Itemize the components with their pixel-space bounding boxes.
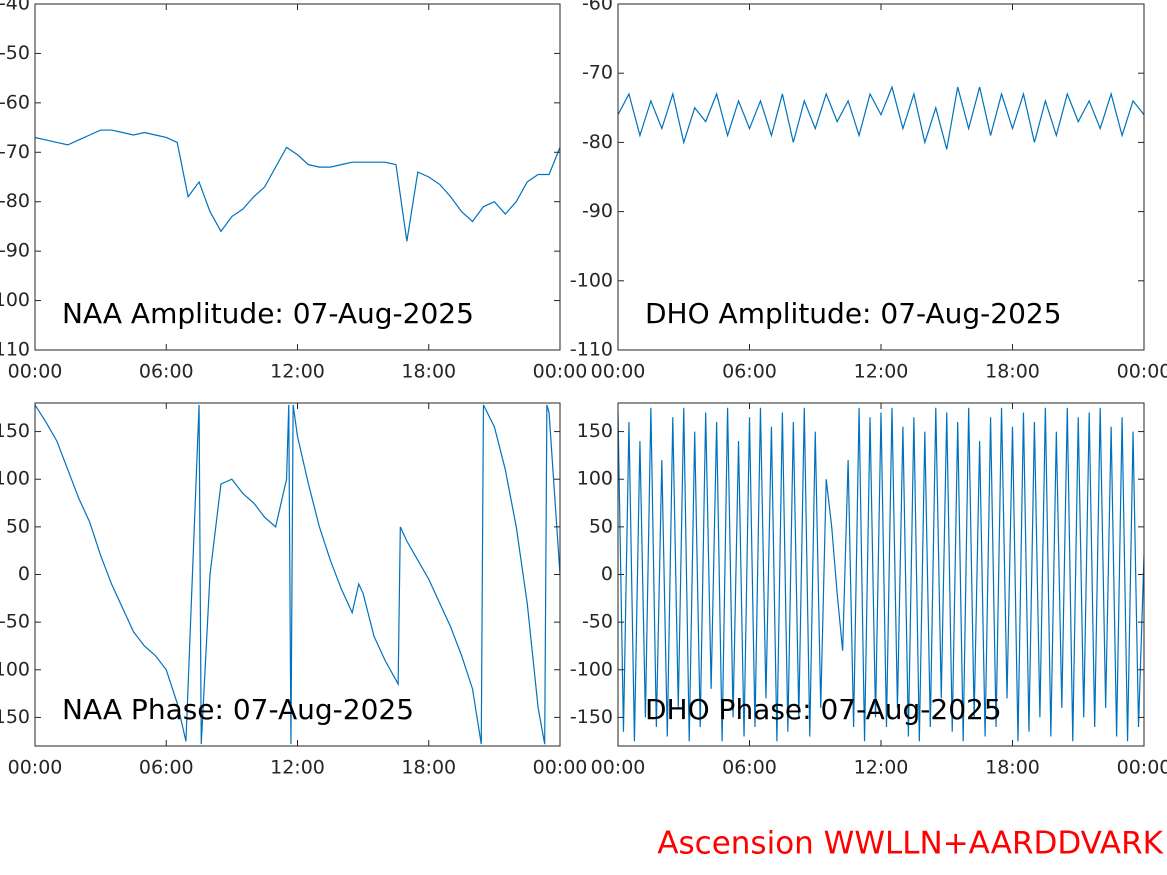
plot-area xyxy=(618,407,1144,742)
y-tick-label: -100 xyxy=(0,289,30,311)
x-tick-label: 06:00 xyxy=(139,757,194,779)
y-tick-label: -100 xyxy=(570,269,613,291)
y-tick-label: 150 xyxy=(0,420,30,442)
x-tick-label: 00:00 xyxy=(533,757,588,779)
y-tick-label: -150 xyxy=(570,706,613,728)
x-tick-label: 18:00 xyxy=(401,757,456,779)
x-tick-label: 00:00 xyxy=(1117,361,1167,383)
y-tick-label: 50 xyxy=(589,515,613,537)
y-tick-label: -90 xyxy=(0,240,30,262)
x-tick-label: 00:00 xyxy=(1117,757,1167,779)
x-tick-label: 00:00 xyxy=(8,361,63,383)
data-line xyxy=(35,129,560,242)
x-tick-label: 12:00 xyxy=(854,757,909,779)
y-tick-label: -80 xyxy=(582,131,613,153)
footer: Ascension WWLLN+AARDDVARK xyxy=(657,826,1163,862)
data-line xyxy=(618,85,1144,150)
x-tick-label: 06:00 xyxy=(722,361,777,383)
data-line xyxy=(35,404,560,745)
y-tick-label: -150 xyxy=(0,706,30,728)
x-tick-label: 12:00 xyxy=(270,361,325,383)
y-tick-label: -100 xyxy=(0,658,30,680)
chart-title: DHO Amplitude: 07-Aug-2025 xyxy=(645,297,1062,330)
y-tick-label: -70 xyxy=(582,62,613,84)
x-tick-label: 06:00 xyxy=(722,757,777,779)
y-tick-label: -110 xyxy=(0,339,30,361)
y-tick-label: 100 xyxy=(0,468,30,490)
y-tick-label: -60 xyxy=(0,91,30,113)
x-tick-label: 18:00 xyxy=(985,757,1040,779)
y-tick-label: -60 xyxy=(582,0,613,15)
y-tick-label: 0 xyxy=(18,563,30,585)
x-tick-label: 00:00 xyxy=(533,361,588,383)
y-tick-label: 100 xyxy=(577,468,613,490)
y-tick-label: -40 xyxy=(0,0,30,15)
y-tick-label: -50 xyxy=(582,611,613,633)
y-tick-label: -70 xyxy=(0,141,30,163)
plot-area xyxy=(618,85,1144,150)
x-tick-label: 00:00 xyxy=(591,361,646,383)
y-tick-label: -110 xyxy=(570,339,613,361)
chart-title: NAA Amplitude: 07-Aug-2025 xyxy=(62,297,474,330)
y-tick-label: 0 xyxy=(601,563,613,585)
y-tick-label: -90 xyxy=(582,200,613,222)
chart-title: NAA Phase: 07-Aug-2025 xyxy=(62,693,414,726)
plot-area xyxy=(35,404,560,745)
y-tick-label: -80 xyxy=(0,190,30,212)
y-tick-label: -50 xyxy=(0,611,30,633)
chart-title: DHO Phase: 07-Aug-2025 xyxy=(645,693,1002,726)
x-tick-label: 18:00 xyxy=(985,361,1040,383)
y-tick-label: -50 xyxy=(0,42,30,64)
x-tick-label: 12:00 xyxy=(854,361,909,383)
x-tick-label: 00:00 xyxy=(8,757,63,779)
y-tick-label: -100 xyxy=(570,658,613,680)
data-line xyxy=(618,407,1144,742)
y-tick-label: 50 xyxy=(6,515,30,537)
x-tick-label: 06:00 xyxy=(139,361,194,383)
x-tick-label: 18:00 xyxy=(401,361,456,383)
x-tick-label: 12:00 xyxy=(270,757,325,779)
x-tick-label: 00:00 xyxy=(591,757,646,779)
y-tick-label: 150 xyxy=(577,420,613,442)
plot-area xyxy=(35,129,560,242)
